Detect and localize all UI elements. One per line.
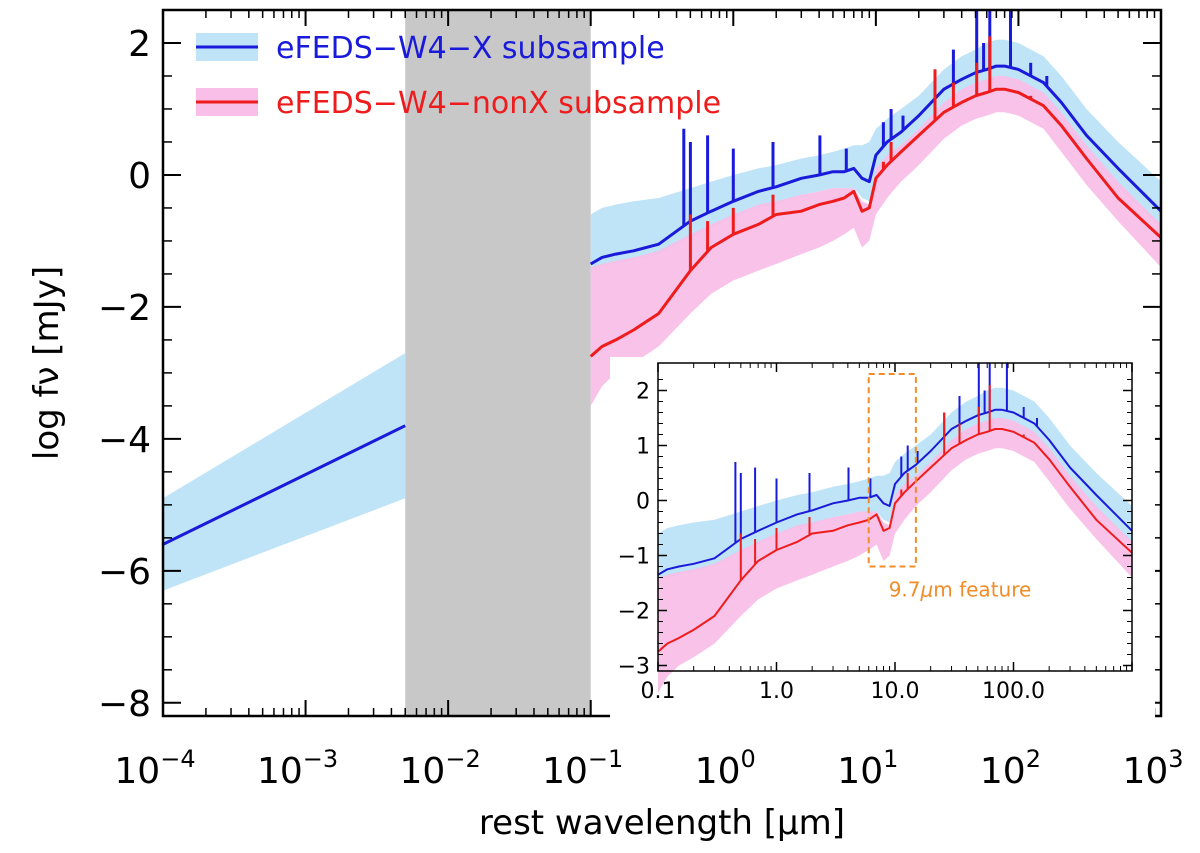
x-tick-label: 100: [695, 745, 756, 792]
legend-label-x: eFEDS−W4−X subsample: [276, 31, 665, 66]
legend-entry-nonx: eFEDS−W4−nonX subsample: [196, 86, 721, 121]
x-tick-label: 103: [1122, 745, 1183, 792]
emission-line-spikes: [682, 10, 1049, 271]
y-tick-label: −4: [98, 420, 151, 461]
y-tick-label: 2: [128, 24, 151, 65]
x-tick-label: 10−4: [114, 745, 195, 792]
y-tick-label: −2: [98, 288, 151, 329]
y-tick-label: −8: [98, 684, 151, 725]
inset-y-tick-label: 0: [636, 490, 650, 515]
series-lines: [162, 64, 1163, 546]
main-line-0-0: [162, 424, 406, 546]
y-tick-labels: −8 −6 −4 −2 0 2: [98, 24, 151, 725]
y-axis-title: log fν [mJy]: [27, 266, 67, 460]
inset-emission-line-spikes: [734, 363, 1038, 581]
x-tick-label: 10−2: [400, 745, 481, 792]
inset-y-tick-label: −1: [618, 545, 650, 570]
main-band-1-0: [590, 76, 1161, 406]
legend-label-nonx: eFEDS−W4−nonX subsample: [276, 86, 721, 121]
main-band-0-0: [163, 353, 406, 591]
y-tick-label: 0: [128, 156, 151, 197]
main-line-1-0: [589, 87, 1163, 358]
inset-y-tick-label: 1: [636, 435, 650, 460]
feature-annotation: 9.7μm feature: [889, 578, 1032, 602]
excluded-wavelength-region: [405, 10, 591, 716]
inset-plot: 9.7μm feature −3 −2 −1 0 1 2 0.1 1.0 10.0 100.0: [610, 357, 1155, 722]
y-tick-label: −6: [98, 552, 151, 593]
x-tick-label: 10−1: [542, 745, 623, 792]
inset-series-lines: [657, 408, 1133, 653]
x-tick-label: 101: [837, 745, 898, 792]
x-tick-label: 102: [980, 745, 1041, 792]
inset-line-1-0: [657, 428, 1133, 653]
x-tick-label: 10−3: [257, 745, 338, 792]
inset-line-0-1: [657, 408, 1133, 576]
inset-x-tick-label: 100.0: [982, 679, 1045, 704]
inset-x-tick-label: 0.1: [641, 679, 676, 704]
inset-y-tick-label: −2: [618, 600, 650, 625]
inset-plot-frame: [657, 362, 1133, 672]
main-line-0-1: [589, 64, 1163, 266]
inset-band-1-0: [658, 418, 1132, 693]
legend: eFEDS−W4−X subsample eFEDS−W4−nonX subsa…: [196, 31, 721, 121]
inset-y-tick-label: −3: [618, 655, 650, 680]
inset-y-tick-labels: −3 −2 −1 0 1 2: [618, 380, 650, 680]
inset-y-tick-label: 2: [636, 380, 650, 405]
inset-x-tick-label: 1.0: [759, 679, 794, 704]
x-axis-title: rest wavelength [μm]: [479, 803, 845, 843]
feature-highlight-box: [867, 373, 917, 568]
inset-x-tick-labels: 0.1 1.0 10.0 100.0: [641, 679, 1045, 704]
legend-entry-x: eFEDS−W4−X subsample: [196, 31, 665, 66]
inset-x-tick-label: 10.0: [871, 679, 920, 704]
x-tick-labels: 10−4 10−3 10−2 10−1 100 101 102 103: [114, 745, 1183, 792]
